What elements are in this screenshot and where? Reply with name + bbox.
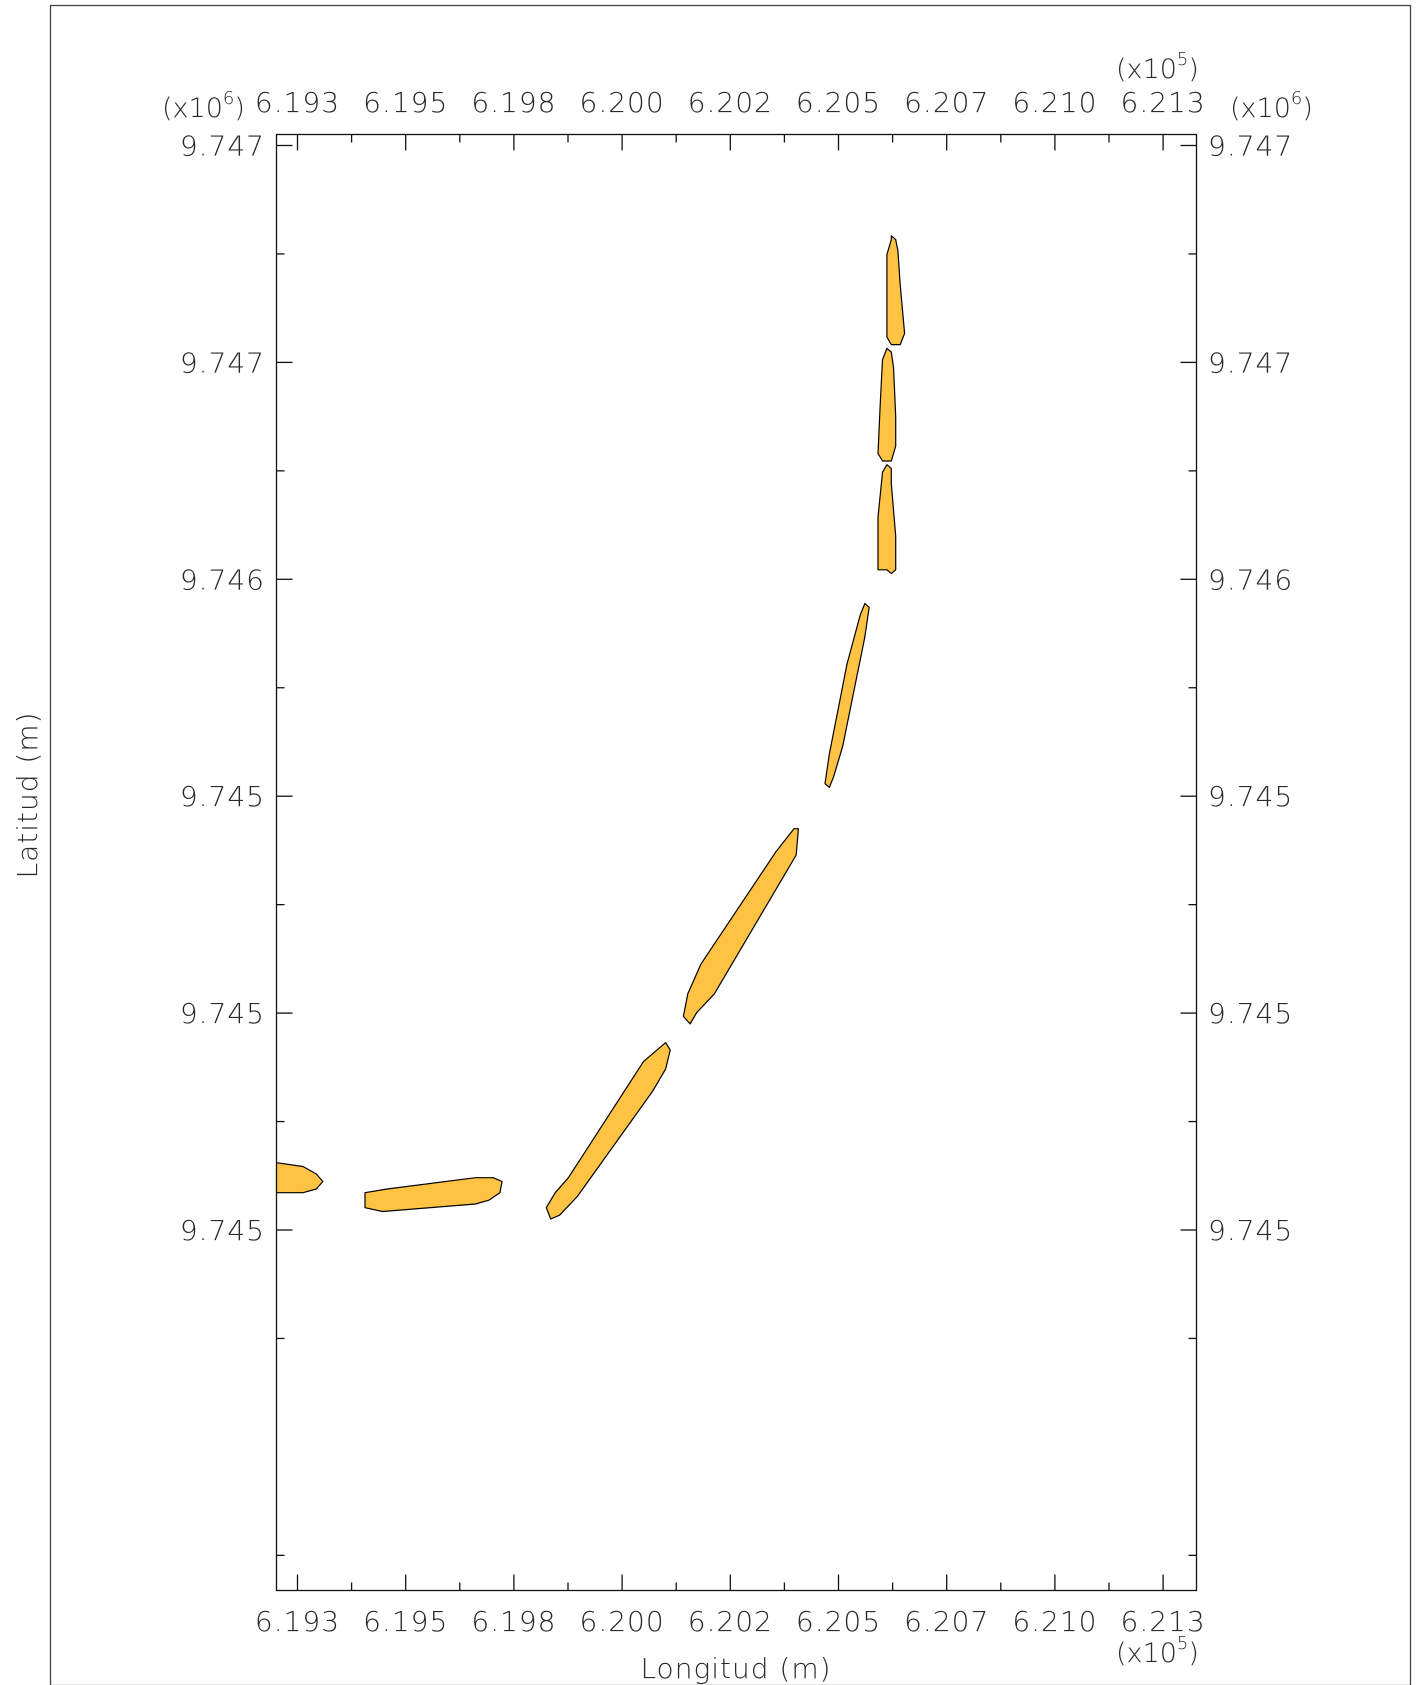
y-axis-title: Latitud (m) [11, 711, 44, 878]
y-tick-label-left: 9.747 [180, 130, 265, 163]
x-tick-label-top: 6.213 [1121, 86, 1206, 119]
y-multiplier-right: (x106) [1230, 88, 1313, 124]
polygon-segment-2 [364, 1177, 503, 1213]
x-tick-label-top: 6.202 [688, 86, 773, 119]
plot-frame [275, 133, 1198, 1592]
x-tick-label-top: 6.195 [363, 86, 448, 119]
data-polygons [276, 235, 906, 1220]
x-tick-labels-top: 6.193 6.195 6.198 6.200 6.202 6.205 6.207 6.210… [255, 86, 1206, 119]
y-tick-label-left: 9.745 [180, 780, 265, 813]
y-tick-label-right: 9.746 [1208, 563, 1293, 596]
polygon-segment-6 [877, 464, 897, 575]
x-tick-label-bottom: 6.195 [363, 1605, 448, 1638]
polygon-segment-4 [682, 828, 800, 1025]
x-tick-label-bottom: 6.200 [580, 1605, 665, 1638]
polygon-segment-8 [886, 235, 906, 346]
x-tick-label-top: 6.210 [1012, 86, 1097, 119]
y-tick-label-left: 9.745 [180, 1214, 265, 1247]
x-tick-label-bottom: 6.202 [688, 1605, 773, 1638]
x-multiplier-top: (x105) [1116, 49, 1199, 85]
y-tick-label-right: 9.745 [1208, 780, 1293, 813]
y-tick-labels-right: 9.747 9.747 9.746 9.745 9.745 9.745 [1208, 130, 1293, 1248]
figure-border [49, 4, 1412, 1685]
x-tick-label-bottom: 6.193 [255, 1605, 340, 1638]
y-tick-label-right: 9.745 [1208, 1214, 1293, 1247]
x-tick-label-top: 6.198 [471, 86, 556, 119]
y-multiplier-left: (x106) [162, 88, 245, 124]
x-tick-label-bottom: 6.210 [1012, 1605, 1097, 1638]
polygon-segment-5 [824, 602, 870, 789]
polygon-segment-3 [545, 1041, 671, 1220]
y-tick-label-right: 9.747 [1208, 130, 1293, 163]
x-tick-label-top: 6.193 [255, 86, 340, 119]
polygon-segment-1 [276, 1162, 324, 1194]
y-tick-label-left: 9.747 [180, 346, 265, 379]
x-axis-title: Longitud (m) [640, 1652, 831, 1685]
x-tick-label-top: 6.205 [796, 86, 881, 119]
y-tick-labels-left: 9.747 9.747 9.746 9.745 9.745 9.745 [180, 130, 265, 1248]
x-tick-label-top: 6.207 [904, 86, 989, 119]
y-tick-label-left: 9.746 [180, 563, 265, 596]
x-tick-label-bottom: 6.198 [471, 1605, 556, 1638]
y-tick-label-left: 9.745 [180, 997, 265, 1030]
x-tick-labels-bottom: 6.193 6.195 6.198 6.200 6.202 6.205 6.207 6.210… [255, 1605, 1206, 1638]
axis-ticks [276, 134, 1197, 1591]
polygon-segment-7 [877, 347, 897, 462]
x-multiplier-bottom: (x105) [1116, 1633, 1199, 1669]
x-tick-label-top: 6.200 [580, 86, 665, 119]
x-tick-label-bottom: 6.207 [904, 1605, 989, 1638]
x-tick-label-bottom: 6.205 [796, 1605, 881, 1638]
y-tick-label-right: 9.747 [1208, 346, 1293, 379]
y-tick-label-right: 9.745 [1208, 997, 1293, 1030]
x-tick-label-bottom: 6.213 [1121, 1605, 1206, 1638]
